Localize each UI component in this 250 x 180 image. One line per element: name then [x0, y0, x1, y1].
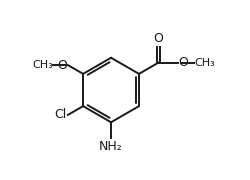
Text: NH₂: NH₂ — [99, 140, 123, 153]
Text: O: O — [179, 56, 188, 69]
Text: Cl: Cl — [54, 108, 66, 121]
Text: O: O — [154, 32, 164, 45]
Text: CH₃: CH₃ — [32, 60, 53, 70]
Text: O: O — [57, 59, 67, 72]
Text: CH₃: CH₃ — [194, 58, 215, 68]
